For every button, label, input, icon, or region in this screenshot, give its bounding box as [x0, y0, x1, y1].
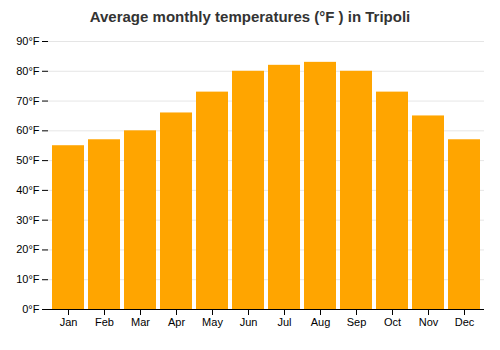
svg-text:Aug: Aug [311, 316, 331, 328]
svg-text:40°F: 40°F [16, 184, 40, 196]
svg-text:Mar: Mar [131, 316, 150, 328]
html-text:Average monthly temperatures (: Average monthly temperatures (°F ) in Tr… [89, 8, 411, 25]
svg-text:30°F: 30°F [16, 214, 40, 226]
svg-text:60°F: 60°F [16, 124, 40, 136]
svg-text:Jan: Jan [60, 316, 78, 328]
svg-text:Apr: Apr [168, 316, 185, 328]
svg-text:0°F: 0°F [22, 303, 40, 315]
svg-text:80°F: 80°F [16, 65, 40, 77]
svg-text:50°F: 50°F [16, 154, 40, 166]
svg-text:10°F: 10°F [16, 273, 40, 285]
svg-text:Nov: Nov [419, 316, 439, 328]
svg-text:Jun: Jun [240, 316, 258, 328]
svg-text:Oct: Oct [384, 316, 401, 328]
svg-text:Jul: Jul [277, 316, 291, 328]
svg-text:90°F: 90°F [16, 35, 40, 47]
svg-text:20°F: 20°F [16, 243, 40, 255]
svg-text:Sep: Sep [347, 316, 367, 328]
svg-text:Feb: Feb [95, 316, 114, 328]
svg-text:Dec: Dec [455, 316, 475, 328]
svg-text:May: May [202, 316, 223, 328]
svg-text:70°F: 70°F [16, 95, 40, 107]
